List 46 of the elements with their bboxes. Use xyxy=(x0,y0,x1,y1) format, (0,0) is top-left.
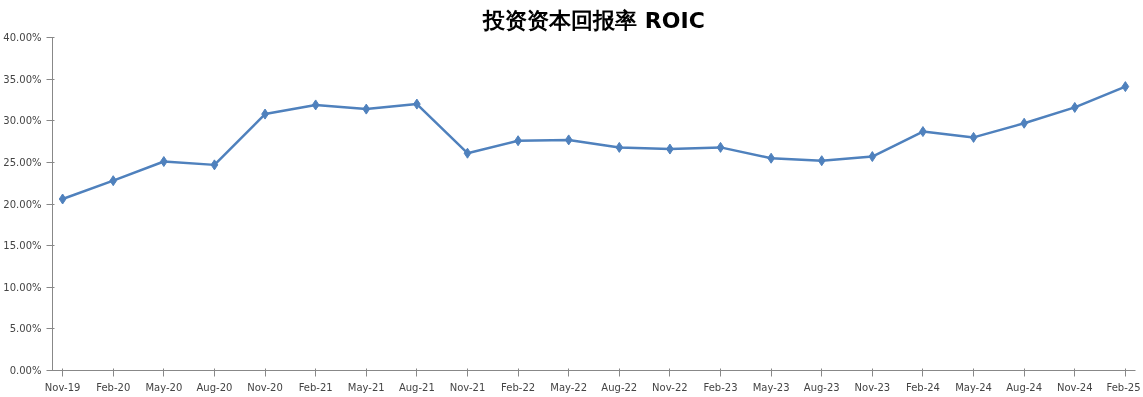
x-tick-label: Nov-21 xyxy=(449,381,486,393)
x-tick-label: Nov-20 xyxy=(247,381,283,393)
point xyxy=(716,141,725,153)
y-tick-label: 5.00% xyxy=(9,323,42,335)
point xyxy=(58,193,67,205)
y-tick-label: 40.00% xyxy=(3,32,42,43)
y-tick-label: 15.00% xyxy=(3,240,42,252)
x-tick-label: May-22 xyxy=(550,381,588,393)
point xyxy=(868,151,877,163)
point xyxy=(463,147,472,159)
x-tick-label: May-24 xyxy=(955,381,992,393)
point xyxy=(1121,81,1130,93)
x-tick-label: May-20 xyxy=(145,381,183,393)
x-tick-label: Feb-21 xyxy=(298,381,333,393)
point xyxy=(615,141,624,153)
point xyxy=(109,175,118,187)
y-tick-label: 30.00% xyxy=(3,115,42,127)
x-tick-label: May-21 xyxy=(347,381,385,393)
x-tick-label: Feb-25 xyxy=(1106,381,1141,393)
y-tick-label: 25.00% xyxy=(3,156,42,168)
x-tick-label: Nov-19 xyxy=(44,381,81,393)
chart-title: 投资资本回报率 ROIC xyxy=(482,7,705,33)
x-tick-label: Feb-24 xyxy=(905,381,940,393)
point xyxy=(362,103,371,115)
point xyxy=(564,134,573,146)
point xyxy=(311,99,320,111)
x-tick-label: Aug-22 xyxy=(601,381,638,393)
x-tick-label: Nov-23 xyxy=(854,381,891,393)
y-tick-label: 20.00% xyxy=(3,198,42,210)
point xyxy=(210,159,219,171)
y-tick-label: 10.00% xyxy=(3,281,42,293)
x-tick-label: Aug-24 xyxy=(1006,381,1043,393)
x-tick-label: Aug-23 xyxy=(803,381,840,393)
point xyxy=(817,155,826,167)
y-tick-label: 0.00% xyxy=(9,365,42,376)
point xyxy=(969,131,978,143)
point xyxy=(1070,101,1079,113)
x-tick-label: May-23 xyxy=(752,381,790,393)
x-tick-label: Nov-24 xyxy=(1056,381,1093,393)
x-tick-label: Feb-23 xyxy=(703,381,738,393)
y-tick-label: 35.00% xyxy=(3,73,42,85)
x-tick-label: Feb-22 xyxy=(501,381,536,393)
x-tick-label: Nov-22 xyxy=(652,381,688,393)
x-tick-label: Aug-21 xyxy=(398,381,435,393)
x-tick-label: Feb-20 xyxy=(96,381,131,393)
x-tick-label: Aug-20 xyxy=(196,381,233,393)
